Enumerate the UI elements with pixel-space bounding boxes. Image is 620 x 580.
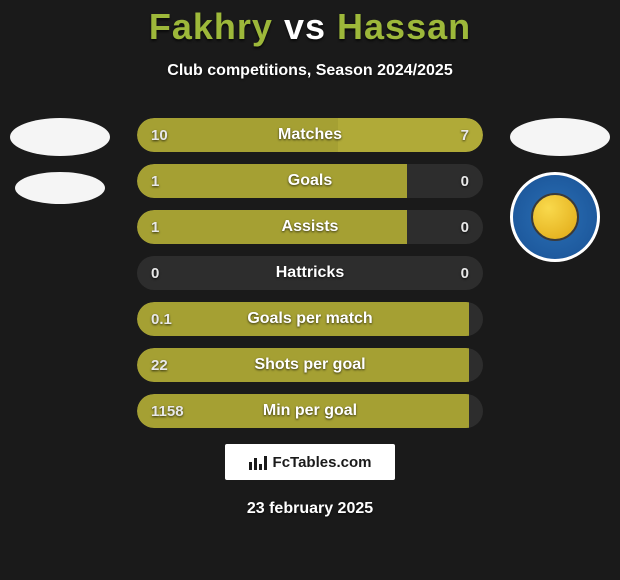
subtitle: Club competitions, Season 2024/2025 <box>0 62 620 80</box>
stat-row: 107Matches <box>137 118 483 152</box>
stat-row: 22Shots per goal <box>137 348 483 382</box>
vs-separator: vs <box>284 6 326 47</box>
stat-row: 0.1Goals per match <box>137 302 483 336</box>
player1-name: Fakhry <box>149 6 273 47</box>
stat-row: 10Goals <box>137 164 483 198</box>
stat-row: 10Assists <box>137 210 483 244</box>
stat-label: Goals per match <box>137 302 483 336</box>
stat-label: Matches <box>137 118 483 152</box>
stat-label: Assists <box>137 210 483 244</box>
comparison-title: Fakhry vs Hassan <box>0 0 620 48</box>
stat-bars: 107Matches 10Goals 10Assists 00Hattricks 0.1… <box>137 118 483 440</box>
left-logo-2 <box>15 172 105 204</box>
brand-logo[interactable]: FcTables.com <box>225 444 395 480</box>
stat-row: 1158Min per goal <box>137 394 483 428</box>
right-club-logos <box>510 118 610 262</box>
left-logo-1 <box>10 118 110 156</box>
stat-label: Shots per goal <box>137 348 483 382</box>
crest-ball-icon <box>531 193 579 241</box>
right-logo-1 <box>510 118 610 156</box>
crest-outer-ring <box>510 172 600 262</box>
snapshot-date: 23 february 2025 <box>0 500 620 518</box>
stat-label: Goals <box>137 164 483 198</box>
left-club-logos <box>10 118 110 220</box>
brand-text: FcTables.com <box>273 454 372 471</box>
stat-label: Hattricks <box>137 256 483 290</box>
right-club-crest <box>510 172 600 262</box>
stat-label: Min per goal <box>137 394 483 428</box>
bar-chart-icon <box>249 454 267 470</box>
stat-row: 00Hattricks <box>137 256 483 290</box>
player2-name: Hassan <box>337 6 471 47</box>
